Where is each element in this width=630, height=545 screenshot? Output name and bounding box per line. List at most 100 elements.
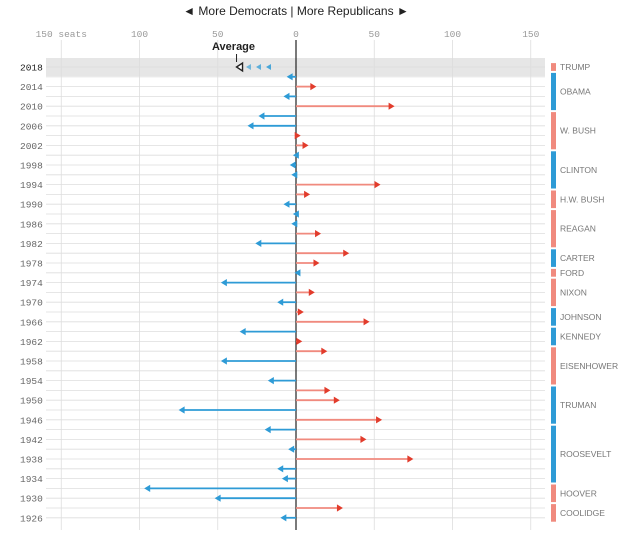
seat-change-arrowhead [388, 102, 395, 110]
year-label: 1934 [20, 474, 43, 485]
seat-change-arrowhead [360, 435, 367, 443]
year-label: 1962 [20, 337, 43, 348]
chart-header: ◄ More Democrats | More Republicans ► [0, 4, 592, 18]
seat-change-arrowhead [292, 210, 299, 218]
president-label: REAGAN [560, 224, 596, 234]
president-term-bar [551, 327, 556, 346]
seat-change-arrowhead [374, 181, 381, 189]
president-term-bar [551, 63, 556, 71]
seat-change-arrowhead [292, 151, 299, 159]
seat-change-arrowhead [376, 416, 383, 424]
president-label: CARTER [560, 253, 595, 263]
seat-change-arrowhead [296, 337, 303, 345]
seat-change-arrowhead [283, 200, 290, 208]
seat-change-arrowhead [294, 132, 301, 140]
president-label: W. BUSH [560, 126, 596, 136]
x-tick-label: 100 [131, 29, 148, 40]
president-label: CLINTON [560, 165, 597, 175]
president-label: OBAMA [560, 87, 591, 97]
average-label: Average [212, 41, 255, 53]
president-term-bar [551, 210, 556, 248]
seat-change-arrowhead [333, 396, 340, 404]
president-term-bar [551, 386, 556, 424]
president-term-bar [551, 112, 556, 150]
seat-change-arrowhead [286, 73, 293, 81]
president-label: COOLIDGE [560, 508, 605, 518]
seat-change-arrowhead [291, 220, 298, 228]
seat-change-arrowhead [291, 171, 298, 179]
seat-change-arrowhead [289, 161, 296, 169]
president-term-bar [551, 484, 556, 503]
president-term-bar [551, 425, 556, 483]
president-label: FORD [560, 268, 584, 278]
seat-change-arrowhead [267, 377, 274, 385]
year-label: 1946 [20, 415, 43, 426]
seat-change-arrowhead [336, 504, 343, 512]
president-term-bar [551, 151, 556, 189]
x-tick-label: 0 [293, 29, 299, 40]
seat-change-arrowhead [343, 249, 350, 257]
year-label: 2018 [20, 63, 43, 74]
x-tick-label: 100 [444, 29, 461, 40]
seat-change-arrowhead [302, 141, 309, 149]
year-label: 1966 [20, 317, 43, 328]
average-marker [235, 61, 244, 73]
x-tick-label: 50 [369, 29, 381, 40]
seat-change-arrowhead [220, 357, 227, 365]
year-label: 1970 [20, 298, 43, 309]
seat-change-arrowhead [258, 112, 265, 120]
seat-change-arrowhead [255, 239, 262, 247]
year-label: 2002 [20, 141, 43, 152]
president-label: TRUMAN [560, 400, 596, 410]
president-term-bar [551, 347, 556, 385]
president-label: H.W. BUSH [560, 194, 604, 204]
seat-change-arrowhead [239, 328, 246, 336]
president-term-bar [551, 308, 556, 326]
right-arrow-icon: ► [396, 4, 409, 18]
year-label: 1938 [20, 455, 43, 466]
seat-change-arrowhead [297, 308, 304, 316]
seat-change-arrowhead [277, 465, 284, 473]
seat-change-arrowhead [304, 190, 311, 198]
seat-change-arrowhead [214, 494, 221, 502]
president-label: TRUMP [560, 62, 591, 72]
year-label: 1990 [20, 200, 43, 211]
year-label: 1974 [20, 278, 43, 289]
president-term-bar [551, 72, 556, 111]
year-label: 1986 [20, 219, 43, 230]
seat-change-arrowhead [178, 406, 185, 414]
projection-ghost-arrow [266, 64, 271, 70]
president-term-bar [551, 249, 556, 267]
x-tick-label: 50 [212, 29, 224, 40]
president-term-bar [551, 190, 556, 209]
seat-change-arrowhead [407, 455, 414, 463]
year-label: 1998 [20, 161, 43, 172]
seat-change-arrowhead [288, 445, 295, 453]
president-term-bar [551, 268, 556, 277]
left-arrow-icon: ◄ [183, 4, 196, 18]
president-term-bar [551, 504, 556, 522]
year-label: 2006 [20, 121, 43, 132]
president-term-bar [551, 278, 556, 307]
projection-ghost-arrow [256, 64, 261, 70]
president-label: HOOVER [560, 488, 597, 498]
seat-change-arrowhead [247, 122, 254, 130]
year-label: 2010 [20, 102, 43, 113]
president-label: JOHNSON [560, 312, 602, 322]
year-label: 1982 [20, 239, 43, 250]
seat-change-arrowhead [277, 298, 284, 306]
seat-change-arrowhead [363, 318, 370, 326]
header-text: More Democrats | More Republicans [198, 4, 394, 18]
president-label: ROOSEVELT [560, 449, 611, 459]
seat-change-arrowhead [324, 386, 331, 394]
seat-change-arrowhead [310, 83, 317, 91]
year-label: 1926 [20, 513, 43, 524]
x-tick-label: 150 [522, 29, 539, 40]
president-label: NIXON [560, 287, 587, 297]
seat-change-arrowhead [294, 269, 301, 277]
seat-change-arrowhead [264, 426, 271, 434]
seat-change-arrowhead [281, 475, 288, 483]
seat-change-arrowhead [280, 514, 287, 522]
x-tick-label: 150 seats [36, 29, 87, 40]
